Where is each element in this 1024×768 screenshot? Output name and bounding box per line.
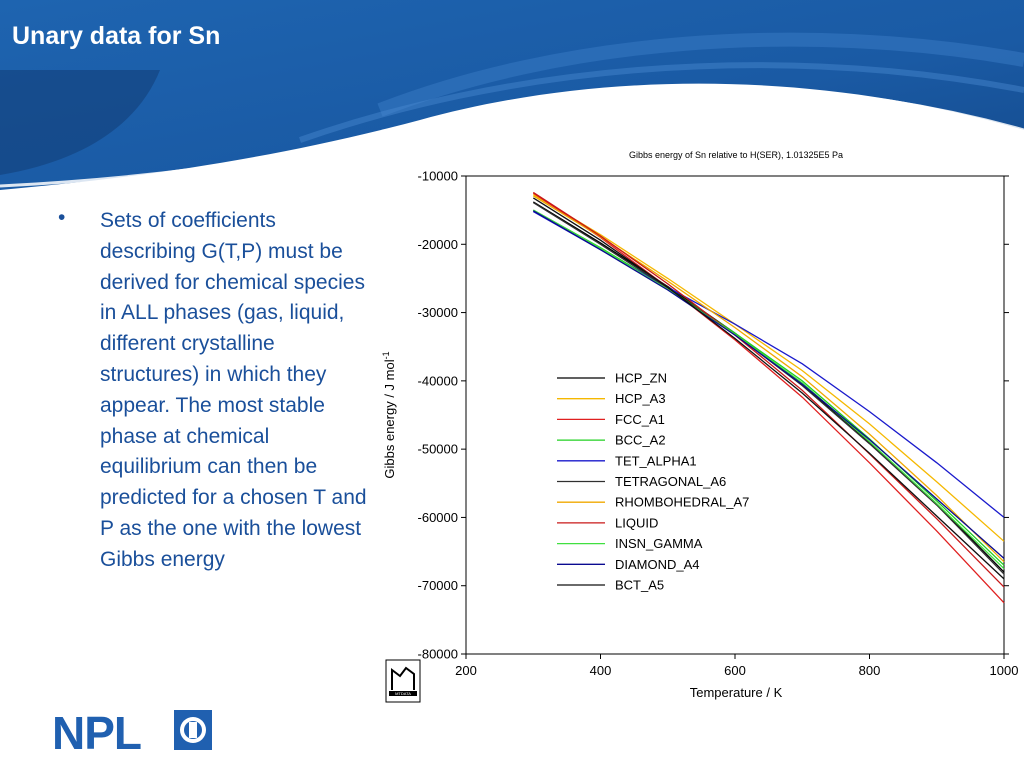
x-tick-label: 1000 [990, 663, 1019, 678]
x-axis: 200 400 600 800 1000 [455, 654, 1018, 678]
legend-label: TETRAGONAL_A6 [615, 474, 726, 489]
x-tick-label: 400 [590, 663, 612, 678]
legend-label: DIAMOND_A4 [615, 557, 700, 572]
y-tick-label: -80000 [418, 647, 458, 662]
y-tick-label: -50000 [418, 442, 458, 457]
y-tick-label: -40000 [418, 373, 458, 388]
y-axis-label-superscript: -1 [381, 351, 391, 359]
y-tick-label: -70000 [418, 578, 458, 593]
legend-label: LIQUID [615, 515, 658, 530]
series-line-bct-a5 [532, 197, 1005, 580]
series-line-insn-gamma [532, 209, 1005, 570]
series-lines [532, 191, 1005, 604]
series-line-fcc-a1 [532, 192, 1005, 604]
chart-title: Gibbs energy of Sn relative to H(SER), 1… [629, 150, 843, 160]
npl-logo-text: NPL [52, 707, 141, 756]
y-tick-label: -20000 [418, 237, 458, 252]
mtdata-logo-caption: MTDATA [395, 691, 411, 696]
y-tick-label: -60000 [418, 510, 458, 525]
legend-label: BCT_A5 [615, 578, 664, 593]
series-line-diamond-a4 [532, 210, 1005, 559]
y-axis-label: Gibbs energy / J mol-1 [381, 351, 397, 478]
bullet-text: Sets of coefficients describing G(T,P) m… [100, 209, 367, 571]
y-axis: -10000 -20000 -30000 -40000 -50000 -60000 -700… [418, 169, 1009, 662]
x-axis-label: Temperature / K [690, 685, 783, 700]
y-axis-label-main: Gibbs energy / J mol [382, 359, 397, 478]
bullet-marker: • [58, 206, 66, 229]
x-tick-label: 800 [859, 663, 881, 678]
x-tick-label: 600 [724, 663, 746, 678]
y-tick-label: -10000 [418, 169, 458, 184]
legend-label: TET_ALPHA1 [615, 453, 697, 468]
y-tick-label: -30000 [418, 305, 458, 320]
gibbs-energy-chart: Gibbs energy of Sn relative to H(SER), 1… [381, 150, 1018, 703]
header-banner [0, 0, 1024, 190]
chart-legend: HCP_ZN HCP_A3 FCC_A1 BCC_A2 TET_ALPHA1 TETRAG… [557, 371, 749, 593]
legend-label: BCC_A2 [615, 433, 666, 448]
x-tick-label: 200 [455, 663, 477, 678]
series-line-hcp-a3 [532, 193, 1005, 542]
plot-area [465, 175, 1005, 655]
legend-label: FCC_A1 [615, 412, 665, 427]
series-line-liquid [532, 191, 1005, 588]
npl-logo: NPL [52, 707, 212, 756]
series-line-bcc-a2 [532, 209, 1005, 566]
legend-label: INSN_GAMMA [615, 536, 703, 551]
mtdata-logo: MTDATA [385, 659, 421, 703]
legend-label: HCP_ZN [615, 371, 667, 386]
npl-crest-icon [174, 710, 212, 750]
legend-label: HCP_A3 [615, 391, 666, 406]
slide-title: Unary data for Sn [12, 22, 221, 50]
legend-label: RHOMBOHEDRAL_A7 [615, 495, 749, 510]
